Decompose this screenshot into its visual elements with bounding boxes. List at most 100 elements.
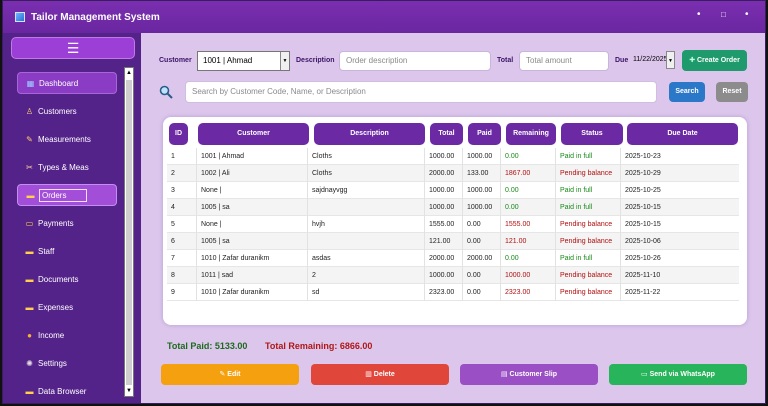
- table-row[interactable]: 9 1010 | Zafar duranikm sd 2323.00 0.00 …: [167, 284, 739, 301]
- cell-remaining: 2323.00: [501, 284, 556, 301]
- edit-button[interactable]: ✎ Edit: [161, 364, 299, 385]
- column-header-paid[interactable]: Paid: [468, 123, 501, 145]
- app-icon: [15, 12, 25, 22]
- cell-status: Pending balance: [556, 216, 621, 233]
- sidebar-item-data-browser[interactable]: ▬ Data Browser: [17, 380, 117, 402]
- due-date-picker[interactable]: 11/22/2025 ▼: [631, 51, 675, 71]
- close-button[interactable]: •: [745, 9, 749, 20]
- column-header-remaining[interactable]: Remaining: [506, 123, 556, 145]
- search-button[interactable]: Search: [669, 82, 705, 102]
- folder-icon: ▬: [26, 190, 35, 200]
- reset-button[interactable]: Reset: [716, 82, 748, 102]
- card-icon: ▭: [25, 218, 34, 228]
- column-header-status[interactable]: Status: [561, 123, 623, 145]
- sidebar-item-label: Payments: [38, 218, 74, 228]
- whatsapp-button[interactable]: ▭ Send via WhatsApp: [609, 364, 747, 385]
- customer-label: Customer: [159, 57, 192, 64]
- scroll-down-icon[interactable]: ▼: [126, 388, 132, 394]
- ruler-icon: ✎: [26, 134, 33, 144]
- cell-customer: None |: [197, 216, 308, 233]
- pencil-icon: ✎: [219, 371, 228, 378]
- menu-toggle-button[interactable]: ☰: [11, 37, 135, 59]
- search-input[interactable]: Search by Customer Code, Name, or Descri…: [185, 81, 657, 103]
- sidebar-item-orders[interactable]: ▬ Orders: [17, 184, 117, 206]
- cell-id: 3: [167, 182, 197, 199]
- main-content: Customer 1001 | Ahmad ▼ Description Orde…: [141, 33, 765, 403]
- cell-total: 1555.00: [425, 216, 463, 233]
- delete-button[interactable]: ▥ Delete: [311, 364, 449, 385]
- column-header-total[interactable]: Total: [430, 123, 463, 145]
- cell-status: Paid in full: [556, 250, 621, 267]
- cell-description: [308, 233, 425, 250]
- sidebar-item-label: Staff: [38, 246, 55, 256]
- expenses-icon: ▬: [25, 302, 34, 312]
- cell-due-date: 2025-10-15: [625, 204, 661, 211]
- table-row[interactable]: 5 None | hvjh 1555.00 0.00 1555.00 Pendi…: [167, 216, 739, 233]
- scrollbar-thumb[interactable]: [126, 80, 132, 385]
- customer-slip-label: Customer Slip: [509, 371, 557, 378]
- table-row[interactable]: 1 1001 | Ahmad Cloths 1000.00 1000.00 0.…: [167, 148, 739, 165]
- sidebar-item-payments[interactable]: ▭ Payments: [17, 212, 117, 234]
- cell-due-date: 2025-10-25: [625, 187, 661, 194]
- cell-status: Pending balance: [556, 165, 621, 182]
- chevron-down-icon[interactable]: ▼: [280, 52, 289, 70]
- sidebar-scrollbar[interactable]: ▲ ▼: [124, 67, 134, 397]
- cell-status: Pending balance: [556, 233, 621, 250]
- sidebar-item-types-meas[interactable]: ✂ Types & Meas: [17, 156, 117, 178]
- cell-description: [308, 199, 425, 216]
- scroll-up-icon[interactable]: ▲: [126, 70, 132, 76]
- sidebar-item-label: Customers: [38, 106, 77, 116]
- column-header-due-date[interactable]: Due Date: [627, 123, 738, 145]
- cell-status: Pending balance: [556, 284, 621, 301]
- column-header-id[interactable]: ID: [169, 123, 188, 145]
- table-row[interactable]: 7 1010 | Zafar duranikm asdas 2000.00 20…: [167, 250, 739, 267]
- cell-id: 5: [167, 216, 197, 233]
- sidebar-item-income[interactable]: ● Income: [17, 324, 117, 346]
- table-row[interactable]: 2 1002 | Ali Cloths 2000.00 133.00 1867.…: [167, 165, 739, 182]
- sidebar-item-customers[interactable]: ♙ Customers: [17, 100, 117, 122]
- sidebar-item-measurements[interactable]: ✎ Measurements: [17, 128, 117, 150]
- due-label: Due: [615, 57, 629, 64]
- cell-remaining: 121.00: [501, 233, 556, 250]
- browser-icon: ▬: [25, 386, 34, 396]
- description-input[interactable]: Order description: [339, 51, 491, 71]
- cell-total: 1000.00: [425, 199, 463, 216]
- table-row[interactable]: 4 1005 | sa 1000.00 1000.00 0.00 Paid in…: [167, 199, 739, 216]
- create-order-button[interactable]: ✚ Create Order: [682, 50, 747, 71]
- sidebar-item-documents[interactable]: ▬ Documents: [17, 268, 117, 290]
- cell-description: asdas: [308, 250, 425, 267]
- customer-slip-button[interactable]: ▤ Customer Slip: [460, 364, 598, 385]
- scissors-icon: ✂: [26, 162, 33, 172]
- customer-select[interactable]: 1001 | Ahmad ▼: [197, 51, 290, 71]
- sidebar-item-label: Types & Meas: [38, 162, 89, 172]
- cell-remaining: 0.00: [501, 250, 556, 267]
- cell-total: 2000.00: [425, 165, 463, 182]
- sidebar-item-label: Dashboard: [39, 78, 79, 88]
- column-header-customer[interactable]: Customer: [198, 123, 309, 145]
- sidebar-item-settings[interactable]: ✺ Settings: [17, 352, 117, 374]
- sidebar: ☰ ▦ Dashboard ♙ Customers ✎ Measurements…: [3, 33, 141, 403]
- cell-remaining: 0.00: [501, 182, 556, 199]
- minimize-button[interactable]: •: [697, 9, 701, 20]
- table-row[interactable]: 8 1011 | sad 2 1000.00 0.00 1000.00 Pend…: [167, 267, 739, 284]
- column-header-description[interactable]: Description: [314, 123, 425, 145]
- sidebar-item-label: Orders: [39, 188, 88, 202]
- sidebar-item-dashboard[interactable]: ▦ Dashboard: [17, 72, 117, 94]
- table-row[interactable]: 6 1005 | sa 121.00 0.00 121.00 Pending b…: [167, 233, 739, 250]
- sidebar-item-expenses[interactable]: ▬ Expenses: [17, 296, 117, 318]
- maximize-button[interactable]: □: [721, 10, 726, 19]
- sidebar-item-staff[interactable]: ▬ Staff: [17, 240, 117, 262]
- total-amount-input[interactable]: Total amount: [519, 51, 609, 71]
- table-row[interactable]: 3 None | sajdnayvgg 1000.00 1000.00 0.00…: [167, 182, 739, 199]
- cell-due-date: 2025-10-29: [625, 170, 661, 177]
- trash-icon: ▥: [365, 371, 374, 378]
- cell-remaining: 1000.00: [501, 267, 556, 284]
- due-date-value: 11/22/2025: [633, 56, 668, 63]
- orders-table-card: ID Customer Description Total Paid Remai…: [163, 117, 747, 325]
- chevron-down-icon[interactable]: ▼: [666, 51, 675, 69]
- cell-paid: 2000.00: [463, 250, 501, 267]
- sidebar-item-label: Settings: [38, 358, 67, 368]
- cell-due-date: 2025-10-23: [625, 153, 661, 160]
- cell-customer: 1010 | Zafar duranikm: [197, 284, 308, 301]
- cell-total: 1000.00: [425, 182, 463, 199]
